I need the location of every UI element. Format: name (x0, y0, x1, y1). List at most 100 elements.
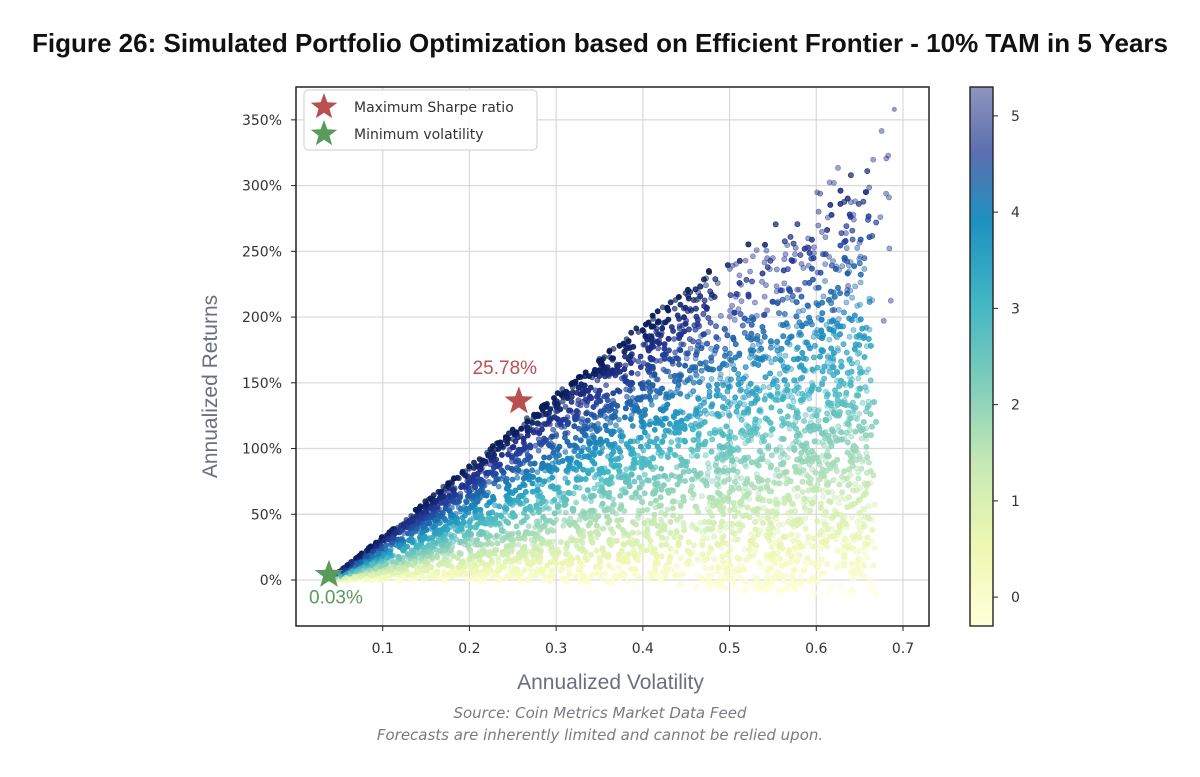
portfolio-point (831, 494, 838, 501)
figure-title: Figure 26: Simulated Portfolio Optimizat… (32, 28, 1168, 58)
portfolio-point (550, 426, 556, 433)
portfolio-point (671, 336, 677, 342)
portfolio-point (820, 493, 827, 500)
portfolio-point (532, 442, 539, 449)
portfolio-point (648, 401, 655, 408)
portfolio-point (835, 306, 842, 313)
portfolio-point (805, 534, 812, 541)
portfolio-point (837, 581, 844, 588)
portfolio-point (603, 382, 609, 389)
portfolio-point (817, 190, 824, 197)
portfolio-point (856, 547, 863, 554)
portfolio-point (624, 393, 630, 400)
portfolio-point (868, 538, 875, 545)
portfolio-point (723, 524, 729, 531)
portfolio-point (743, 373, 749, 380)
portfolio-point (671, 305, 678, 312)
portfolio-point (850, 327, 857, 333)
portfolio-point (748, 531, 755, 538)
portfolio-point (763, 282, 769, 288)
portfolio-point (735, 306, 742, 313)
portfolio-point (849, 294, 855, 301)
portfolio-point (525, 523, 532, 529)
portfolio-point (634, 438, 641, 445)
portfolio-point (610, 501, 617, 508)
portfolio-point (514, 474, 521, 481)
portfolio-point (703, 410, 710, 417)
portfolio-point (818, 545, 824, 552)
portfolio-point (689, 521, 696, 528)
portfolio-point (634, 370, 641, 377)
portfolio-point (861, 506, 868, 513)
portfolio-point (788, 558, 795, 564)
portfolio-point (806, 395, 813, 402)
portfolio-point (635, 529, 642, 536)
portfolio-point (779, 521, 786, 528)
portfolio-point (752, 299, 758, 306)
portfolio-point (794, 493, 801, 500)
portfolio-point (815, 222, 822, 229)
portfolio-point (700, 535, 707, 542)
portfolio-point (775, 587, 781, 594)
portfolio-point (668, 566, 675, 573)
portfolio-point (757, 515, 763, 522)
portfolio-point (708, 345, 715, 352)
portfolio-point (534, 491, 541, 498)
portfolio-point (759, 278, 765, 285)
portfolio-point (847, 590, 853, 596)
portfolio-point (562, 475, 569, 482)
portfolio-point (711, 350, 718, 357)
portfolio-point (495, 554, 501, 561)
portfolio-point (847, 374, 853, 381)
portfolio-point (781, 280, 788, 287)
portfolio-point (815, 552, 822, 559)
portfolio-point (852, 283, 859, 290)
portfolio-point (605, 562, 612, 568)
portfolio-point (573, 499, 579, 506)
portfolio-point (580, 493, 587, 500)
portfolio-point (826, 336, 833, 343)
portfolio-point (800, 307, 807, 314)
portfolio-point (854, 359, 861, 366)
portfolio-point (841, 589, 848, 595)
portfolio-point (752, 547, 759, 553)
portfolio-point (616, 564, 623, 570)
portfolio-point (871, 501, 878, 508)
portfolio-point (715, 473, 722, 480)
portfolio-point (704, 470, 711, 476)
portfolio-point (858, 435, 865, 442)
portfolio-point (852, 481, 859, 488)
portfolio-point (765, 354, 772, 361)
portfolio-point (819, 228, 825, 235)
portfolio-point (534, 420, 541, 426)
portfolio-point (768, 340, 775, 347)
portfolio-point (534, 469, 541, 475)
portfolio-point (486, 478, 492, 485)
portfolio-point (743, 463, 749, 470)
portfolio-point (679, 409, 686, 416)
portfolio-point (609, 565, 616, 572)
portfolio-point (815, 417, 822, 424)
portfolio-point (869, 516, 876, 523)
portfolio-point (825, 590, 831, 596)
portfolio-point (712, 556, 718, 563)
portfolio-point (678, 341, 685, 347)
portfolio-point (591, 474, 598, 481)
portfolio-point (734, 473, 741, 480)
portfolio-point (855, 351, 861, 357)
portfolio-point (673, 549, 680, 555)
portfolio-point (843, 299, 850, 306)
portfolio-point (668, 439, 675, 445)
portfolio-point (697, 519, 704, 526)
portfolio-point (774, 528, 781, 534)
portfolio-point (781, 256, 788, 263)
portfolio-point (740, 394, 746, 401)
portfolio-point (708, 376, 715, 382)
portfolio-point (856, 524, 863, 531)
portfolio-point (683, 355, 690, 362)
portfolio-point (822, 234, 829, 240)
portfolio-point (784, 454, 791, 461)
portfolio-point (562, 449, 569, 455)
portfolio-point (776, 370, 783, 377)
portfolio-point (570, 490, 577, 497)
